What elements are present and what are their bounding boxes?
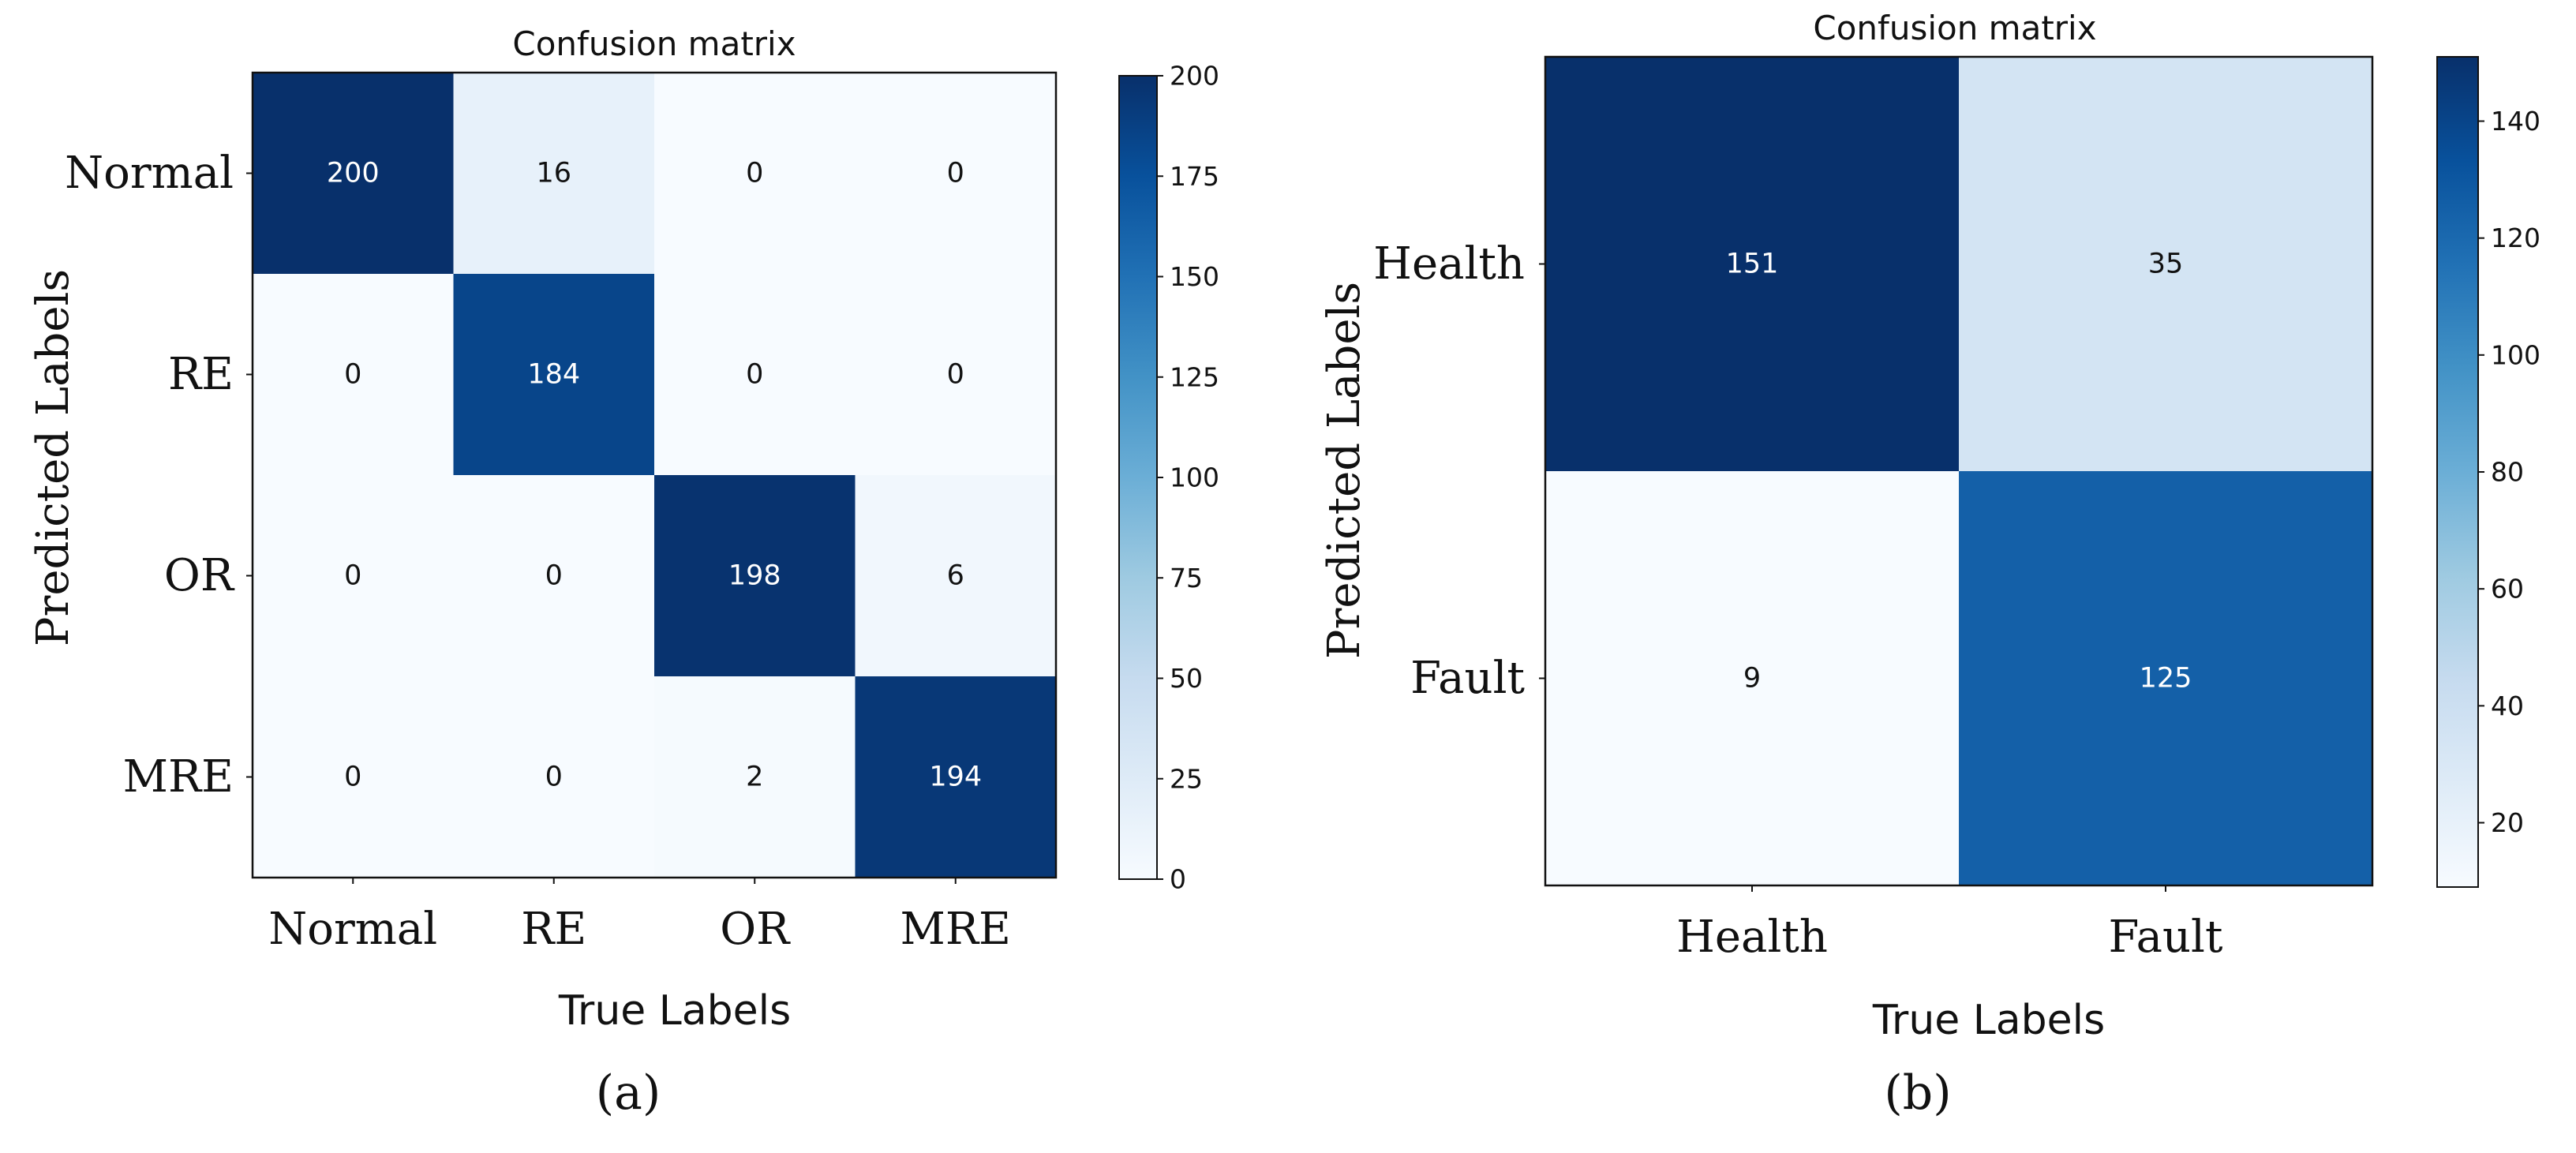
chart-b-cell-value: 151 — [1726, 249, 1779, 280]
chart-a-cell-value: 0 — [947, 158, 964, 189]
chart-a-cell-r2-c3 — [855, 475, 1057, 677]
chart-a-cell-r3-c1 — [453, 676, 655, 878]
chart-b-cells: 151 35 9 125 — [1545, 57, 2373, 886]
chart-a-cell-value: 0 — [545, 560, 563, 592]
chart-b-colorbar-tick-label: 40 — [2491, 691, 2524, 721]
chart-a-cell-r2-c2 — [654, 475, 856, 677]
chart-b-cell-r0-c1 — [1959, 57, 2373, 472]
chart-a-cell-r2-c0 — [253, 475, 454, 677]
chart-a-colorbar-tick-label: 200 — [1170, 61, 1219, 92]
chart-a-y-tick-label: MRE — [123, 751, 234, 803]
chart-a-colorbar-tick-label: 150 — [1170, 261, 1219, 292]
chart-b-y-ticks: Health Fault — [1373, 238, 1545, 704]
chart-a-y-tick-label: OR — [164, 550, 235, 601]
chart-b-panel-label: (b) — [1884, 1065, 1951, 1121]
chart-b-x-axis-label: True Labels — [1872, 997, 2105, 1044]
chart-b-cell-value: 35 — [2148, 249, 2184, 280]
chart-a-cell-value: 0 — [545, 762, 563, 793]
chart-a-cell-r1-c0 — [253, 274, 454, 476]
chart-a-y-axis-label: Predicted Labels — [28, 269, 79, 646]
chart-a-colorbar-tick-label: 0 — [1170, 864, 1186, 895]
chart-a-y-tick-label: Normal — [65, 148, 234, 199]
chart-a-cell-r2-c1 — [453, 475, 655, 677]
chart-a-colorbar-tick-label: 100 — [1170, 462, 1219, 493]
chart-a-cell-value: 0 — [746, 359, 763, 391]
panel-a: Confusion matrix 200 16 0 0 0 184 0 0 0 0 198 6 0 0 2 1… — [28, 24, 1219, 1121]
chart-a-cell-r3-c3 — [855, 676, 1057, 878]
chart-a-title: Confusion matrix — [512, 24, 796, 63]
chart-b-y-tick-label: Health — [1373, 238, 1525, 290]
chart-a-cell-value: 200 — [327, 158, 380, 189]
chart-a-cell-value: 0 — [947, 359, 964, 391]
chart-a-cell-r3-c0 — [253, 676, 454, 878]
chart-a-cell-r0-c3 — [855, 73, 1057, 275]
chart-b-colorbar-tick-label: 20 — [2491, 807, 2524, 838]
chart-b-colorbar-tick-label: 80 — [2491, 457, 2524, 488]
chart-b-y-axis-label: Predicted Labels — [1319, 282, 1370, 659]
chart-a-y-tick-label: RE — [168, 349, 234, 400]
chart-a-x-tick-label: MRE — [900, 904, 1011, 955]
chart-b-plot-frame — [1544, 55, 2374, 887]
chart-a-colorbar — [1118, 75, 1158, 880]
chart-b-cell-r1-c0 — [1545, 471, 1960, 886]
chart-a-cell-value: 194 — [929, 762, 982, 793]
chart-a-cell-value: 2 — [746, 762, 763, 793]
chart-b-colorbar-tick-label: 140 — [2491, 106, 2540, 137]
chart-b-x-tick-label: Fault — [2109, 912, 2223, 963]
chart-b-colorbar-ticks: 20 40 60 80 100 120 140 — [2478, 106, 2540, 838]
chart-a-cell-value: 0 — [344, 359, 361, 391]
chart-a-cell-value: 198 — [728, 560, 781, 592]
chart-b-colorbar — [2436, 56, 2479, 888]
chart-a-colorbar-tick-label: 25 — [1170, 763, 1203, 794]
chart-a-colorbar-tick-label: 50 — [1170, 663, 1203, 694]
chart-b-cell-r1-c1 — [1959, 471, 2373, 886]
chart-a-cell-r0-c2 — [654, 73, 856, 275]
chart-a-x-tick-label: RE — [521, 904, 586, 955]
chart-a-cell-r1-c3 — [855, 274, 1057, 476]
chart-a-cell-value: 16 — [536, 158, 571, 189]
chart-a-cell-r0-c1 — [453, 73, 655, 275]
chart-a-cell-value: 184 — [527, 359, 580, 391]
chart-a-cells: 200 16 0 0 0 184 0 0 0 0 198 6 0 0 2 194 — [253, 73, 1057, 878]
chart-a-colorbar-tick-label: 75 — [1170, 563, 1203, 593]
chart-b-x-ticks: Health Fault — [1676, 885, 2223, 963]
chart-a-cell-r1-c2 — [654, 274, 856, 476]
chart-b-colorbar-tick-label: 100 — [2491, 339, 2540, 370]
chart-b-colorbar-tick-label: 60 — [2491, 574, 2524, 605]
chart-a-y-ticks: Normal RE OR MRE — [65, 148, 253, 803]
chart-a-cell-value: 0 — [344, 560, 361, 592]
chart-a-colorbar-tick-label: 125 — [1170, 361, 1219, 392]
chart-a-x-tick-label: OR — [720, 904, 791, 955]
chart-a-cell-r1-c1 — [453, 274, 655, 476]
chart-a-x-axis-label: True Labels — [558, 987, 791, 1035]
chart-a-cell-value: 0 — [344, 762, 361, 793]
chart-a-colorbar-ticks: 0 25 50 75 100 125 150 175 200 — [1157, 61, 1219, 895]
chart-b-x-tick-label: Health — [1676, 912, 1828, 963]
chart-a-cell-value: 0 — [746, 158, 763, 189]
chart-a-cell-r0-c0 — [253, 73, 454, 275]
chart-a-cell-r3-c2 — [654, 676, 856, 878]
chart-b-title: Confusion matrix — [1813, 9, 2096, 47]
chart-a-x-ticks: Normal RE OR MRE — [268, 878, 1011, 955]
chart-b-colorbar-tick-label: 120 — [2491, 223, 2540, 253]
chart-b-cell-value: 125 — [2140, 663, 2192, 694]
chart-b-cell-r0-c0 — [1545, 57, 1960, 472]
chart-a-cell-value: 6 — [947, 560, 964, 592]
chart-a-colorbar-tick-label: 175 — [1170, 161, 1219, 192]
chart-a-plot-frame — [251, 71, 1058, 879]
chart-a-x-tick-label: Normal — [268, 904, 437, 955]
panel-b: Confusion matrix 151 35 9 125 Health Fault H… — [1319, 9, 2540, 1121]
chart-b-y-tick-label: Fault — [1410, 653, 1525, 704]
chart-b-cell-value: 9 — [1743, 663, 1761, 694]
chart-a-panel-label: (a) — [596, 1065, 661, 1121]
